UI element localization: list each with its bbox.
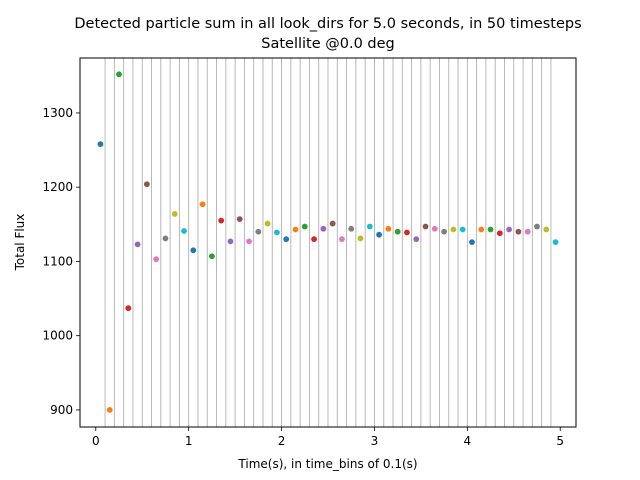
data-point-23 [311,236,317,243]
data-point-1 [106,407,113,413]
data-point-18 [264,220,271,227]
y-tick-label-0: 900 [50,403,73,417]
data-point-17 [255,228,262,235]
data-point-34 [413,236,420,243]
data-point-45 [515,228,522,235]
data-point-12 [208,253,215,260]
data-point-6 [153,256,160,263]
y-tick-label-1: 1000 [42,329,73,343]
data-point-19 [274,229,280,236]
x-axis-label: Time(s), in time_bins of 0.1(s) [237,457,417,471]
chart-subtitle: Satellite @0.0 deg [261,36,395,52]
x-tick-label-4: 4 [464,434,472,448]
data-points [97,71,559,413]
data-point-35 [422,223,429,230]
data-point-24 [320,225,327,232]
data-point-2 [116,71,122,78]
data-point-20 [283,236,290,243]
data-point-5 [143,181,150,188]
plot-frame [79,57,577,428]
data-point-13 [218,217,225,224]
y-axis-label: Total Flux [13,214,27,272]
data-point-27 [348,225,355,232]
y-tick-label-3: 1200 [42,180,73,194]
x-tick-label-1: 1 [185,434,193,448]
data-point-30 [376,231,382,238]
gridlines [104,58,552,427]
data-point-48 [543,226,550,233]
data-point-37 [441,228,448,235]
data-point-43 [496,230,503,237]
y-tick-label-4: 1300 [42,106,73,120]
data-point-16 [246,238,252,245]
data-point-44 [506,226,513,233]
data-point-9 [181,228,187,234]
x-tick-label-2: 2 [278,434,286,448]
data-point-21 [292,226,299,233]
x-tick-label-3: 3 [371,434,379,448]
data-point-47 [534,223,540,230]
data-point-32 [394,228,401,235]
axis-ticks: 0 1 2 3 4 5 900 1000 1100 1200 1300 [42,106,564,448]
data-point-22 [301,223,308,230]
chart-title: Detected particle sum in all look_dirs f… [74,16,581,32]
data-point-4 [134,241,141,248]
data-point-8 [171,211,178,217]
y-tick-label-2: 1100 [42,254,73,268]
data-point-29 [366,223,373,230]
data-point-49 [552,239,559,246]
data-point-33 [404,229,410,236]
data-point-38 [450,226,457,233]
x-tick-label-5: 5 [556,434,564,448]
data-point-42 [487,226,494,233]
data-point-11 [199,201,206,208]
data-point-3 [125,305,132,312]
data-point-31 [385,225,392,232]
data-point-36 [431,225,438,232]
data-point-10 [190,247,197,254]
data-point-40 [469,239,475,246]
data-point-41 [478,226,485,233]
data-point-15 [236,216,243,223]
x-tick-label-0: 0 [92,434,100,448]
data-point-39 [459,226,466,233]
data-point-0 [97,141,104,148]
data-point-26 [339,236,345,243]
data-point-46 [524,228,531,235]
data-point-28 [357,235,364,242]
data-point-25 [329,220,336,227]
data-point-7 [162,235,169,242]
data-point-14 [227,238,234,245]
